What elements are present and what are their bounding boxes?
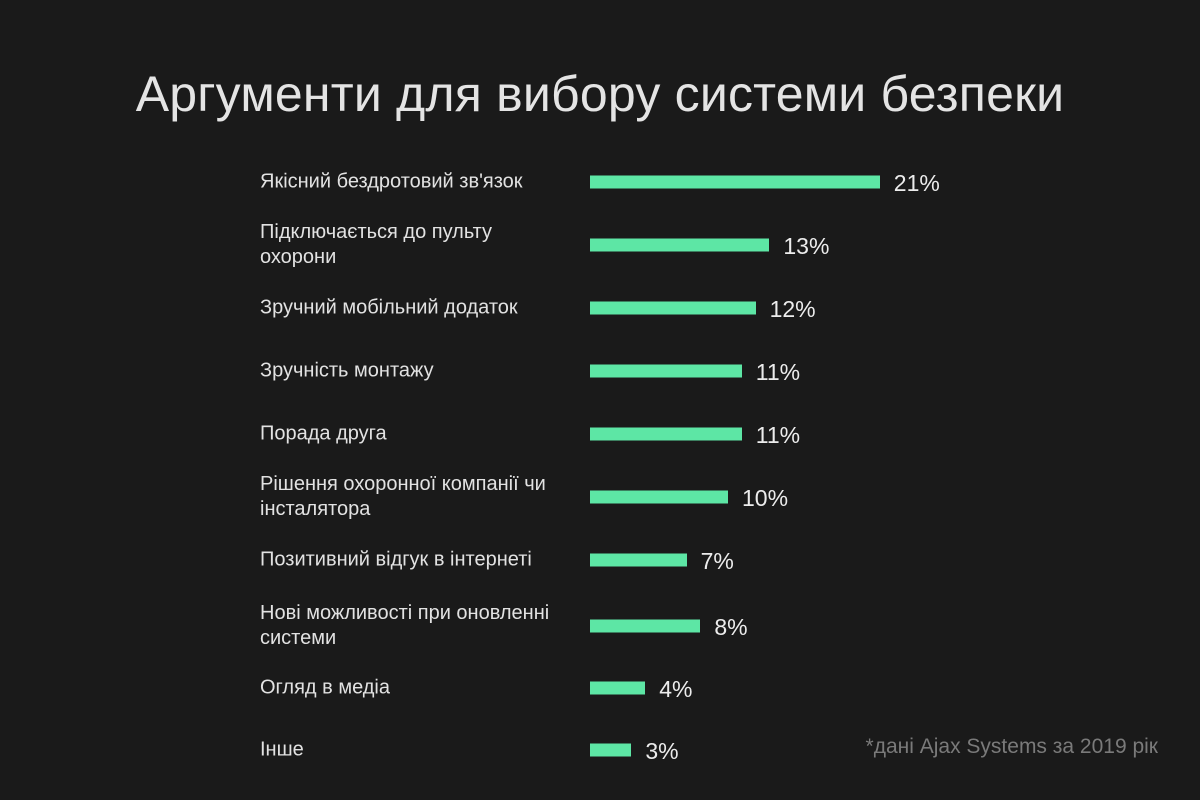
bar [590,175,880,189]
data-label: 8% [714,614,748,640]
category-label: Позитивний відгук в інтернеті [260,548,532,571]
category-label: Підключається до пульту охорони [260,221,493,268]
bar [590,743,632,757]
data-label: 12% [769,296,816,322]
data-label: 21% [893,170,940,196]
category-label: Огляд в медіа [260,676,390,699]
bar [590,619,701,633]
bar [590,681,646,695]
category-label: Порада друга [260,422,387,445]
chart-title: Аргументи для вибору системи безпеки [135,66,1065,122]
bar [590,301,756,315]
category-label: Нові можливості при оновленні системи [260,602,550,649]
data-label: 7% [700,548,734,574]
bar [590,553,687,567]
bar [590,490,728,504]
category-label: Рішення охоронної компанії чи інсталятор… [260,473,546,520]
bar [590,427,742,441]
data-label: 10% [742,485,789,511]
category-label: Інше [260,738,304,761]
category-label: Якісний бездротовий зв'язок [260,170,523,193]
bar [590,238,770,252]
source-footnote: *дані Ajax Systems за 2019 рік [865,735,1158,758]
data-label: 4% [659,676,693,702]
data-label: 11% [755,422,801,448]
data-label: 11% [755,359,801,385]
data-label: 3% [645,738,679,764]
category-label: Зручність монтажу [260,359,434,382]
data-label: 13% [783,233,830,259]
bar [590,364,742,378]
category-label: Зручний мобільний додаток [260,296,518,319]
